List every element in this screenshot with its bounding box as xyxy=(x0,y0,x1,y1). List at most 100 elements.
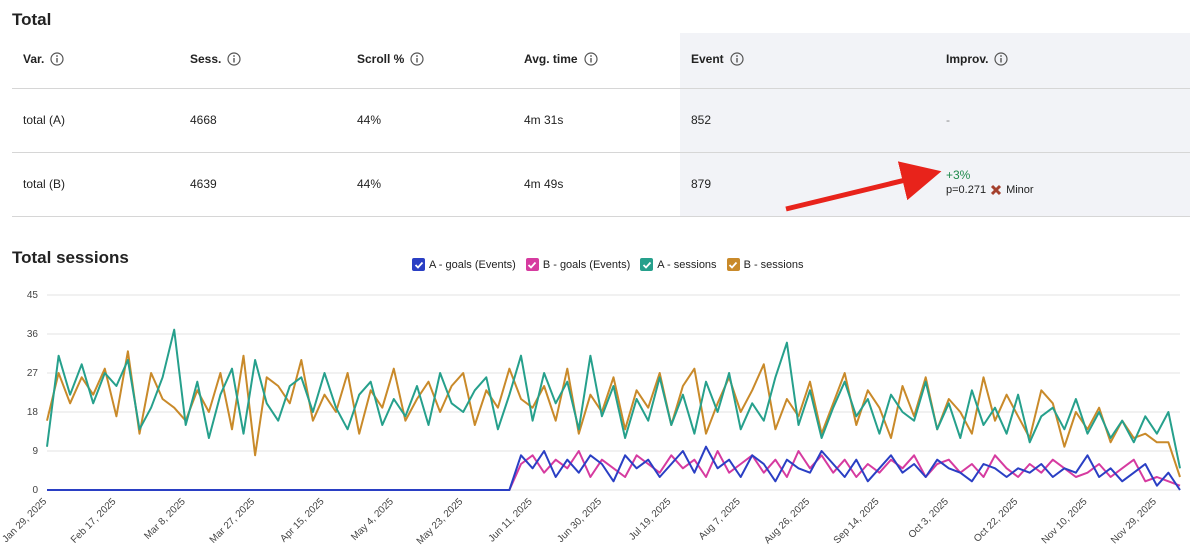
checkmark xyxy=(728,261,738,269)
series-line xyxy=(47,450,1181,491)
info-circle xyxy=(583,52,598,66)
table-cell: 4639 xyxy=(190,177,217,191)
info-dot xyxy=(1000,55,1003,57)
info-dot xyxy=(233,55,236,57)
table-cell: 44% xyxy=(357,113,382,127)
legend-checkbox[interactable] xyxy=(640,258,654,271)
verdict: Minor xyxy=(1006,184,1034,196)
info-dot xyxy=(56,55,59,57)
cross-stroke xyxy=(991,184,1002,196)
info-circle xyxy=(730,52,744,66)
x-tick-label: Nov 29, 2025 xyxy=(1109,496,1159,546)
y-tick-label: 45 xyxy=(27,290,39,301)
table-cell: - xyxy=(946,113,950,127)
legend-checkbox[interactable] xyxy=(412,258,425,271)
check-stroke xyxy=(642,261,651,269)
series-line xyxy=(46,328,1181,469)
checkmark xyxy=(642,261,651,269)
column-header: Var. xyxy=(23,52,64,66)
table-cell: total (B) xyxy=(23,177,66,191)
legend-item[interactable]: A - goals (Events) xyxy=(412,258,516,271)
column-header-text: Avg. time xyxy=(524,52,578,66)
improvement-change: +3% xyxy=(946,168,971,182)
info-circle xyxy=(994,52,1009,66)
x-tick-label: Oct 22, 2025 xyxy=(972,496,1021,545)
info-icon[interactable] xyxy=(583,52,598,66)
legend-label: B - sessions xyxy=(743,258,804,271)
info-icon[interactable] xyxy=(730,52,744,66)
x-tick-label: Mar 8, 2025 xyxy=(142,496,188,542)
column-header: Improv. xyxy=(946,52,1009,66)
significance: p=0.271 Minor xyxy=(946,184,1034,196)
column-header-text: Sess. xyxy=(190,52,222,66)
checkmark xyxy=(528,261,537,269)
legend-label: A - goals (Events) xyxy=(429,258,516,271)
legend-item[interactable]: B - goals (Events) xyxy=(525,258,631,271)
legend-item[interactable]: A - sessions xyxy=(640,258,717,271)
column-header: Event xyxy=(691,52,744,66)
check-stroke xyxy=(414,261,423,269)
chart-title: Total sessions xyxy=(12,248,129,267)
table-cell: total (A) xyxy=(23,113,66,127)
info-dot xyxy=(589,55,592,57)
table-cell: 4668 xyxy=(190,113,217,127)
table-cell: 879 xyxy=(691,177,712,191)
table-title: Total xyxy=(12,10,52,29)
info-circle xyxy=(410,52,424,66)
x-tick-label: Apr 15, 2025 xyxy=(278,496,327,545)
check-stroke xyxy=(528,261,537,269)
x-tick-label: Sep 14, 2025 xyxy=(832,496,882,546)
row-divider xyxy=(12,152,1190,153)
table-cell: 44% xyxy=(357,177,382,191)
row-divider xyxy=(12,216,1190,217)
x-tick-label: May 4, 2025 xyxy=(349,496,396,543)
legend-label: A - sessions xyxy=(657,258,717,271)
x-tick-label: Mar 27, 2025 xyxy=(208,496,258,546)
chart: 0 9 18 27 36 45 Jan 29, 2025 Feb 17, 2025 Mar 8,… xyxy=(0,290,1181,547)
annotation-arrow xyxy=(785,161,942,212)
table-cell: 4m 31s xyxy=(524,113,564,127)
x-tick-label: Aug 7, 2025 xyxy=(697,496,743,542)
info-dot xyxy=(735,55,738,57)
table-cell: 852 xyxy=(691,113,712,127)
info-icon[interactable] xyxy=(227,52,241,66)
column-header: Avg. time xyxy=(524,52,598,66)
legend: A - goals (Events) B - goals (Events) A - … xyxy=(412,258,803,271)
row-divider xyxy=(12,88,1190,89)
series-line xyxy=(46,350,1181,478)
legend-label: B - goals (Events) xyxy=(542,258,631,271)
x-tick-label: Feb 17, 2025 xyxy=(69,496,119,546)
x-tick-label: Aug 26, 2025 xyxy=(762,496,812,546)
x-tick-label: Jul 19, 2025 xyxy=(627,496,674,543)
column-header-text: Improv. xyxy=(946,52,989,66)
series-line xyxy=(47,445,1181,491)
checkmark xyxy=(414,261,423,269)
x-tick-label: Oct 3, 2025 xyxy=(907,496,952,541)
x-tick-label: May 23, 2025 xyxy=(415,496,466,547)
column-header: Sess. xyxy=(190,52,241,66)
table-cell: 4m 49s xyxy=(524,177,564,191)
x-tick-label: Jun 30, 2025 xyxy=(555,496,604,545)
info-dot xyxy=(416,55,419,57)
y-tick-label: 36 xyxy=(27,329,39,340)
info-circle xyxy=(227,52,241,66)
p-value: p=0.271 xyxy=(946,184,987,196)
x-tick-label: Jan 29, 2025 xyxy=(0,496,49,545)
legend-item[interactable]: B - sessions xyxy=(726,258,804,271)
y-tick-label: 9 xyxy=(32,446,38,457)
x-tick-label: Jun 11, 2025 xyxy=(487,496,535,544)
column-header-text: Scroll % xyxy=(357,52,405,66)
info-icon[interactable] xyxy=(994,52,1009,66)
y-tick-label: 0 xyxy=(32,485,38,496)
x-tick-label: Nov 10, 2025 xyxy=(1040,496,1090,546)
check-stroke xyxy=(728,261,738,269)
legend-checkbox[interactable] xyxy=(525,258,539,271)
info-icon[interactable] xyxy=(410,52,424,66)
y-tick-label: 27 xyxy=(27,368,39,379)
legend-checkbox[interactable] xyxy=(726,258,740,271)
y-tick-label: 18 xyxy=(27,407,39,418)
info-icon[interactable] xyxy=(50,52,64,66)
column-header: Scroll % xyxy=(357,52,424,66)
column-header-text: Event xyxy=(691,52,724,66)
